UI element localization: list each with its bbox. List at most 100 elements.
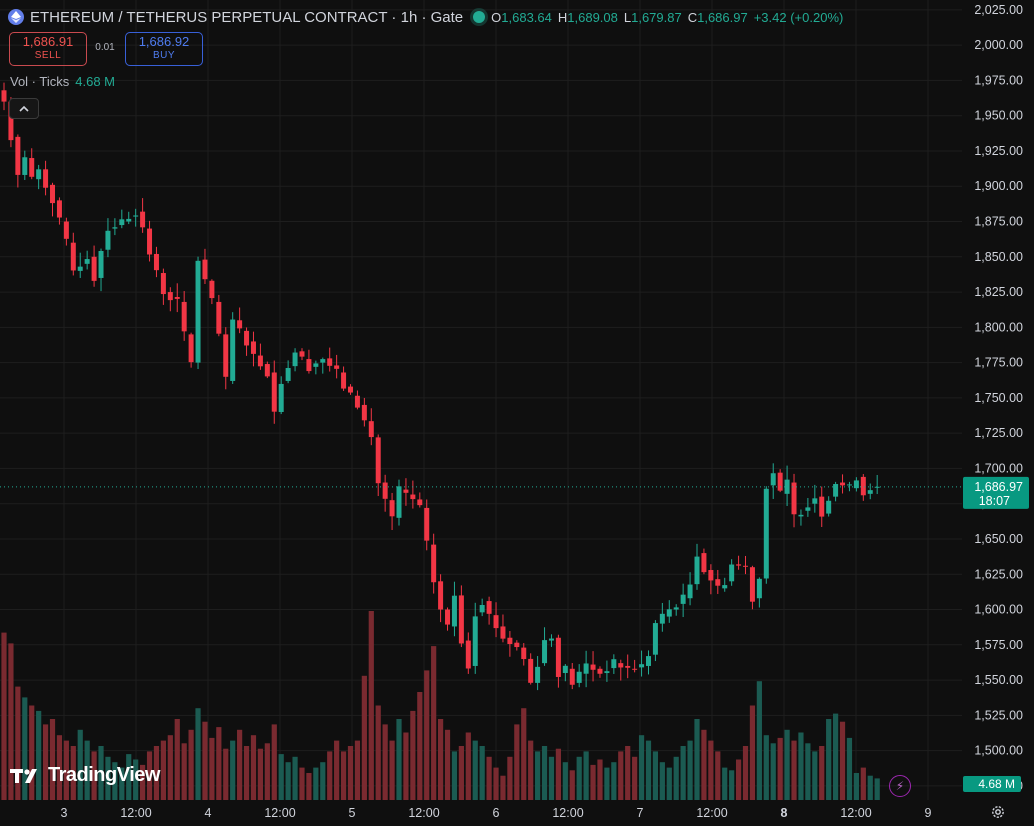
candle-body bbox=[791, 482, 797, 515]
volume-bar bbox=[133, 759, 139, 800]
tradingview-logo[interactable]: TradingView bbox=[10, 764, 160, 787]
candle-body bbox=[763, 488, 769, 579]
volume-bar bbox=[209, 737, 215, 800]
volume-bar bbox=[327, 751, 333, 800]
volume-bar bbox=[431, 646, 437, 800]
volume-bar bbox=[15, 686, 21, 800]
sell-label: SELL bbox=[34, 50, 62, 61]
volume-bar bbox=[874, 778, 880, 800]
time-tick-label: 4 bbox=[205, 806, 212, 820]
volume-bar bbox=[514, 724, 520, 800]
chart-title[interactable]: ETHEREUM / TETHERUS PERPETUAL CONTRACT ·… bbox=[30, 8, 464, 26]
countdown-label: 18:07 bbox=[979, 494, 1010, 508]
candle-body bbox=[756, 578, 762, 599]
candle-body bbox=[250, 341, 256, 354]
sell-button[interactable]: 1,686.91 SELL bbox=[9, 32, 87, 66]
candle-body bbox=[15, 136, 21, 175]
candle-body bbox=[507, 637, 513, 644]
volume-bar bbox=[77, 729, 83, 800]
volume-bar bbox=[860, 767, 866, 800]
volume-bar bbox=[1, 632, 7, 800]
candle-body bbox=[147, 228, 153, 255]
volume-bar bbox=[368, 611, 374, 800]
volume-bar bbox=[493, 767, 499, 800]
volume-bar bbox=[597, 759, 603, 800]
volume-bar bbox=[812, 751, 818, 800]
candle-body bbox=[174, 297, 180, 299]
price-tick-label: 1,800.00 bbox=[974, 320, 1023, 334]
time-tick-label: 9 bbox=[925, 806, 932, 820]
candle-body bbox=[659, 613, 665, 624]
volume-bar bbox=[458, 746, 464, 800]
candle-body bbox=[562, 665, 568, 674]
brand-name: TradingView bbox=[48, 764, 160, 786]
price-tick-label: 2,025.00 bbox=[974, 3, 1023, 17]
volume-bar bbox=[437, 719, 444, 800]
volume-bar bbox=[8, 643, 14, 800]
volume-bar bbox=[826, 719, 832, 800]
candle-body bbox=[264, 364, 270, 377]
volume-bar bbox=[486, 756, 492, 800]
candle-body bbox=[867, 490, 873, 494]
candle-body bbox=[285, 368, 291, 381]
ethereum-icon[interactable] bbox=[8, 9, 24, 25]
volume-bar bbox=[680, 746, 686, 800]
volume-bar bbox=[56, 735, 63, 800]
volume-bar bbox=[354, 740, 361, 800]
volume-bar bbox=[625, 746, 631, 800]
time-tick-label: 12:00 bbox=[120, 806, 151, 820]
candle-body bbox=[521, 647, 527, 660]
last-price-badge bbox=[963, 476, 1029, 509]
volume-bar bbox=[555, 748, 561, 800]
candle-body bbox=[244, 330, 250, 346]
volume-bar bbox=[465, 732, 471, 800]
candle-body bbox=[167, 292, 173, 301]
candle-body bbox=[209, 280, 215, 299]
volume-bar bbox=[701, 729, 707, 800]
price-tick-label: 1,550.00 bbox=[974, 673, 1023, 687]
time-axis[interactable] bbox=[0, 800, 962, 826]
volume-bar bbox=[140, 764, 146, 800]
volume-bar bbox=[403, 732, 409, 800]
volume-bar bbox=[119, 767, 125, 800]
candle-body bbox=[77, 266, 83, 271]
collapse-legend-button[interactable] bbox=[9, 98, 39, 119]
volume-bar bbox=[278, 754, 284, 800]
volume-bar bbox=[763, 735, 769, 800]
price-tick-label: 2,000.00 bbox=[974, 38, 1023, 52]
volume-bar bbox=[846, 737, 853, 800]
lightning-icon[interactable]: ⚡ bbox=[889, 775, 911, 797]
candle-body bbox=[729, 564, 735, 582]
price-tick-label: 1,525.00 bbox=[974, 708, 1023, 722]
volume-bar bbox=[167, 735, 173, 800]
volume-bar bbox=[36, 710, 42, 800]
price-tick-label: 1,875.00 bbox=[974, 215, 1023, 229]
volume-legend[interactable]: Vol · Ticks 4.68 M bbox=[10, 74, 115, 89]
volume-bar bbox=[174, 719, 180, 800]
volume-bar bbox=[708, 740, 714, 800]
price-axis[interactable] bbox=[962, 0, 1034, 826]
candle-body bbox=[382, 482, 388, 499]
volume-bar bbox=[673, 756, 679, 800]
candle-body bbox=[278, 383, 284, 412]
volume-bar bbox=[340, 751, 347, 800]
candle-body bbox=[417, 499, 423, 506]
settings-gear-icon[interactable] bbox=[988, 802, 1008, 822]
buy-button[interactable]: 1,686.92 BUY bbox=[125, 32, 203, 66]
volume-bar bbox=[569, 770, 575, 800]
candle-body bbox=[645, 656, 651, 666]
volume-bar bbox=[146, 751, 153, 800]
price-tick-label: 1,850.00 bbox=[974, 250, 1023, 264]
candle-body bbox=[535, 666, 541, 683]
market-status-icon[interactable] bbox=[473, 11, 486, 23]
candle-body bbox=[555, 637, 561, 677]
candle-body bbox=[202, 259, 208, 280]
time-tick-label: 5 bbox=[349, 806, 356, 820]
volume-bar bbox=[313, 767, 319, 800]
candle-body bbox=[354, 395, 360, 408]
candle-body bbox=[216, 301, 222, 334]
candle-body bbox=[195, 260, 201, 363]
last-price-label: 1,686.97 bbox=[974, 480, 1023, 494]
volume-badge-label: 4.68 M bbox=[978, 777, 1015, 791]
